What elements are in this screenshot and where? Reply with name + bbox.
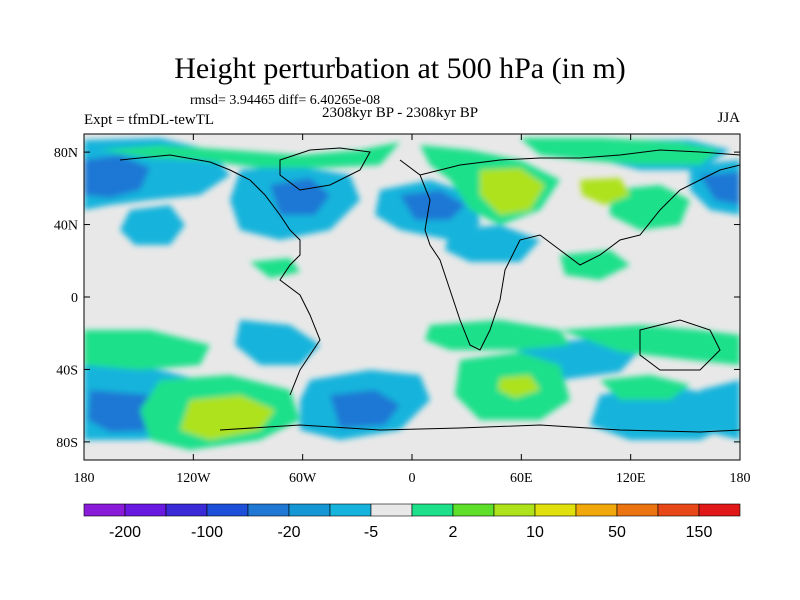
colorbar-swatch: [247, 503, 290, 517]
plot-title: Height perturbation at 500 hPa (in m): [174, 52, 626, 85]
contour-region: [120, 205, 185, 245]
colorbar-label: 10: [526, 524, 544, 541]
colorbar-label: -200: [109, 524, 141, 541]
plot-subtitle: 2308kyr BP - 2308kyr BP: [322, 105, 479, 121]
contour-region: [330, 390, 400, 428]
latitude-axis: 80N 40N 0 40S 80S: [54, 146, 740, 451]
contour-region: [580, 178, 630, 205]
lat-tick-label: 40N: [54, 219, 78, 234]
contour-region: [560, 325, 740, 365]
colorbar-label: 2: [449, 524, 458, 541]
contour-region: [84, 330, 210, 370]
contour-region: [480, 168, 545, 215]
perturbation-field: [84, 138, 740, 450]
lat-tick-label: 80S: [56, 436, 78, 451]
contour-region: [84, 155, 150, 198]
contour-region: [425, 320, 570, 350]
colorbar-swatch: [493, 503, 536, 517]
lat-tick-label: 0: [71, 291, 78, 306]
contour-region: [700, 380, 740, 440]
colorbar-swatch: [288, 503, 331, 517]
colorbar-swatch: [698, 503, 741, 517]
colorbar-swatch: [124, 503, 167, 517]
colorbar-swatch: [616, 503, 659, 517]
colorbar: -200 -100 -20 -5 2 10 50 150: [83, 503, 741, 541]
contour-region: [235, 320, 320, 365]
colorbar-swatch: [329, 503, 372, 517]
contour-region: [445, 225, 540, 262]
lon-tick-label: 180: [74, 471, 95, 486]
lon-tick-label: 180: [730, 471, 751, 486]
longitude-axis: 180 120W 60W 0 60E 120E 180: [74, 134, 751, 486]
contour-region: [180, 395, 275, 440]
colorbar-swatch: [165, 503, 208, 517]
colorbar-label: 150: [686, 524, 713, 541]
colorbar-swatch: [575, 503, 618, 517]
map-panel: [84, 134, 740, 460]
contour-region: [100, 142, 400, 168]
colorbar-swatch: [452, 503, 495, 517]
colorbar-label: -100: [191, 524, 223, 541]
season-label: JJA: [717, 110, 740, 126]
contour-region: [600, 375, 690, 400]
coastlines: [119, 147, 740, 433]
lon-tick-label: 0: [409, 471, 416, 486]
colorbar-swatch: [83, 503, 126, 517]
rmsd-diff-stats: rmsd= 3.94465 diff= 6.40265e-08: [190, 93, 381, 108]
lat-tick-label: 80N: [54, 146, 78, 161]
contour-region: [250, 258, 300, 278]
contour-region: [610, 185, 690, 230]
colorbar-label: -5: [364, 524, 378, 541]
colorbar-swatch: [411, 503, 454, 517]
experiment-label: Expt = tfmDL-tewTL: [84, 112, 215, 128]
colorbar-label: -20: [277, 524, 300, 541]
lon-tick-label: 60E: [510, 471, 533, 486]
lat-tick-label: 40S: [56, 363, 78, 378]
lon-tick-label: 120E: [616, 471, 646, 486]
lon-tick-label: 60W: [289, 471, 317, 486]
colorbar-swatch: [534, 503, 577, 517]
colorbar-label: 50: [608, 524, 626, 541]
contour-region: [498, 375, 540, 398]
contour-region: [400, 190, 465, 220]
colorbar-swatch: [206, 503, 249, 517]
colorbar-swatch: [657, 503, 700, 517]
lon-tick-label: 120W: [176, 471, 211, 486]
colorbar-swatch: [370, 503, 413, 517]
contour-region: [560, 250, 630, 280]
contour-region: [700, 172, 740, 205]
